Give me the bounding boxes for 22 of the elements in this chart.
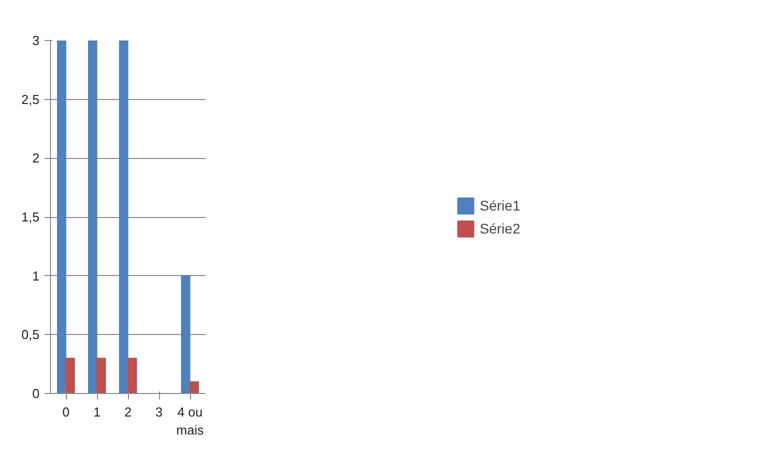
bar (96, 358, 106, 394)
y-tick-label: 3 (32, 33, 40, 48)
bar (190, 381, 199, 394)
x-tick-label: 3 (155, 404, 163, 420)
y-tick-label: 2 (32, 150, 40, 166)
legend-label: Série1 (480, 197, 520, 213)
bar (88, 40, 98, 394)
bar (57, 40, 66, 394)
x-tick-label: 1 (93, 404, 101, 420)
y-tick-label: 1 (32, 268, 40, 284)
bar (66, 358, 75, 394)
bar (181, 275, 190, 394)
x-tick-label: 2 (124, 404, 132, 420)
y-tick-label: 0 (32, 386, 40, 401)
bar (119, 40, 128, 394)
y-tick-label: 2,5 (21, 92, 40, 107)
x-tick-label: 4 ou mais (176, 404, 204, 438)
y-tick-label: 1,5 (21, 210, 40, 224)
x-tick-label: 0 (62, 404, 70, 420)
legend-label: Série2 (480, 220, 520, 236)
y-tick-label: 0,5 (21, 327, 40, 342)
bar (128, 358, 137, 394)
